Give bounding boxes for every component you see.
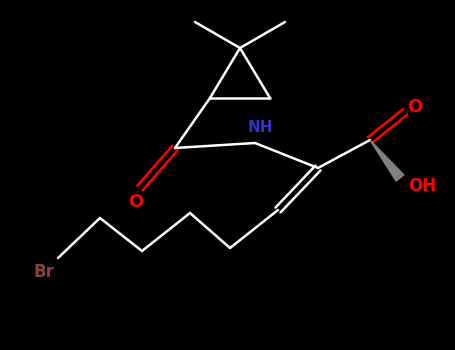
Text: Br: Br [34, 263, 55, 281]
Polygon shape [370, 140, 404, 181]
Text: NH: NH [247, 119, 273, 134]
Text: OH: OH [408, 177, 436, 195]
Text: O: O [407, 98, 423, 116]
Text: O: O [128, 193, 144, 211]
